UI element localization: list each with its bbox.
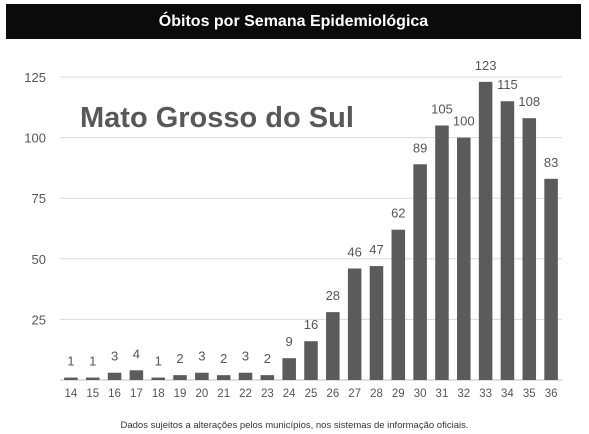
footnote: Dados sujeitos a alterações pelos municí… [120,420,469,431]
x-tick-label: 32 [457,388,470,400]
x-tick-label: 27 [348,388,361,400]
data-label: 3 [242,349,249,364]
data-label: 46 [347,244,361,259]
data-label: 28 [326,288,340,303]
x-tick-label: 22 [239,388,252,400]
data-label: 16 [304,317,318,332]
data-label: 105 [431,101,453,116]
bar [391,229,406,380]
data-label: 83 [544,155,558,170]
data-label: 108 [518,94,540,109]
x-tick-label: 29 [392,388,405,400]
x-tick-label: 25 [305,388,318,400]
bar [151,377,165,380]
x-tick-label: 28 [370,388,383,400]
x-tick-label: 18 [152,388,165,400]
bar [478,81,493,381]
bar [107,372,122,380]
y-tick-label: 25 [32,312,46,327]
data-label: 2 [220,351,227,366]
x-tick-label: 35 [523,388,536,400]
x-tick-label: 19 [174,388,187,400]
bar [304,341,318,380]
data-label: 1 [155,354,162,369]
bar [435,125,449,380]
bar [260,375,275,380]
data-label: 62 [391,206,405,221]
x-tick-label: 31 [436,388,449,400]
bar [216,375,231,380]
data-label: 100 [453,114,475,129]
x-tick-label: 33 [479,388,492,400]
bar [85,377,100,380]
chart-title-bar: Óbitos por Semana Epidemiológica [6,4,581,39]
x-tick-label: 16 [108,388,121,400]
bar [369,266,384,380]
x-tick-label: 36 [545,388,558,400]
bar [282,358,296,380]
bar [326,312,340,380]
bar [500,101,515,381]
data-label: 47 [369,242,383,257]
bar [238,372,253,380]
y-tick-label: 125 [24,70,46,85]
data-label: 1 [67,354,74,369]
x-tick-label: 15 [86,388,99,400]
data-label: 2 [176,351,183,366]
data-label: 3 [111,349,118,364]
data-label: 115 [497,77,518,92]
bar [544,178,558,380]
data-label: 3 [198,349,205,364]
data-label: 2 [264,351,271,366]
data-label: 4 [133,346,140,361]
x-tick-label: 34 [501,388,514,400]
bar [195,372,209,380]
x-tick-label: 17 [130,388,143,400]
x-tick-label: 20 [195,388,208,400]
chart-title: Óbitos por Semana Epidemiológica [158,12,429,30]
bar [413,164,427,380]
y-tick-label: 75 [32,191,46,206]
bar [129,370,144,380]
y-tick-label: 50 [32,252,46,267]
bar [522,118,537,380]
x-tick-label: 24 [283,388,296,400]
bar [173,375,187,380]
bar [347,268,362,380]
x-tick-label: 21 [217,388,230,400]
x-tick-label: 30 [414,388,427,400]
y-tick-label: 100 [24,131,46,146]
x-tick-label: 26 [326,388,339,400]
x-tick-label: 23 [261,388,274,400]
bar [64,377,78,380]
region-label: Mato Grosso do Sul [80,102,354,134]
bar [457,137,471,380]
data-label: 89 [413,140,427,155]
data-label: 9 [286,334,293,349]
x-tick-label: 14 [65,388,78,400]
data-label: 1 [89,354,96,369]
data-label: 123 [475,58,497,73]
